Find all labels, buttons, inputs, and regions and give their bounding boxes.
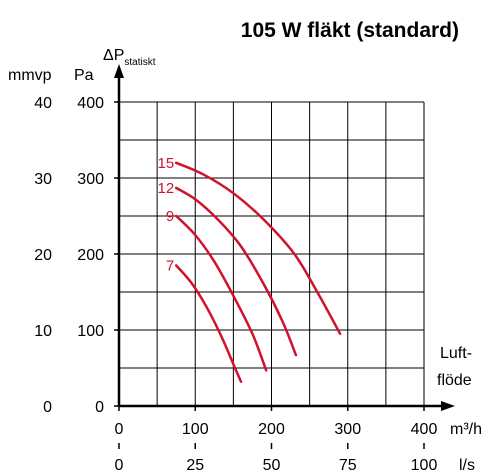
y-secondary-tick-label: 0	[43, 399, 52, 416]
x-axis-arrow	[441, 401, 455, 411]
fan-curves: 15 12 9 7	[158, 155, 342, 383]
y-primary-tick-label: 400	[77, 95, 104, 112]
fan-curve-15	[174, 161, 342, 336]
y-primary-tick-label: 200	[77, 247, 104, 264]
y-secondary-tick-label: 40	[34, 95, 52, 112]
y-primary-tick-label: 100	[77, 323, 104, 340]
grid	[119, 101, 425, 406]
y-axis-symbol: ΔP	[103, 47, 124, 64]
svg-text:ΔPstatiskt: ΔPstatiskt	[103, 47, 156, 68]
y-axis-subscript: statiskt	[124, 57, 155, 68]
x-axis-label-line1: Luft-	[440, 345, 472, 362]
fan-curve-label-9: 9	[166, 208, 174, 225]
fan-curve-label-15: 15	[158, 155, 175, 172]
x-secondary-tick-label: 0	[115, 457, 124, 474]
y-axis-arrow	[114, 64, 124, 78]
fan-curve-9	[174, 214, 268, 372]
x-axis-label-line2: flöde	[437, 372, 472, 389]
x-primary-unit: m³/h	[450, 421, 482, 438]
fan-curve-7	[174, 264, 243, 383]
y-axis-title: ΔPstatiskt	[103, 47, 156, 68]
y-secondary-tick-label: 10	[34, 323, 52, 340]
chart-title: 105 W fläkt (standard)	[241, 19, 459, 42]
fan-curve-label-12: 12	[158, 180, 175, 197]
x-secondary-tick-label: 75	[339, 457, 357, 474]
x-primary-tick-label: 300	[334, 421, 361, 438]
y-secondary-unit: mmvp	[8, 67, 52, 84]
fan-curve-12	[174, 186, 298, 357]
x-secondary-tick-label: 50	[263, 457, 281, 474]
y-secondary-tick-label: 20	[34, 247, 52, 264]
fan-curve-label-7: 7	[166, 257, 174, 274]
x-primary-tick-label: 400	[411, 421, 438, 438]
x-primary-tick-label: 0	[115, 421, 124, 438]
x-secondary-tick-label: 100	[411, 457, 438, 474]
x-secondary-unit: l/s	[459, 457, 475, 474]
x-primary-tick-label: 100	[182, 421, 209, 438]
x-secondary-tick-label: 25	[186, 457, 204, 474]
y-primary-unit: Pa	[74, 67, 94, 84]
y-secondary-tick-label: 30	[34, 171, 52, 188]
y-primary-tick-label: 300	[77, 171, 104, 188]
y-primary-tick-label: 0	[95, 399, 104, 416]
axes	[114, 64, 455, 411]
x-primary-tick-label: 200	[258, 421, 285, 438]
